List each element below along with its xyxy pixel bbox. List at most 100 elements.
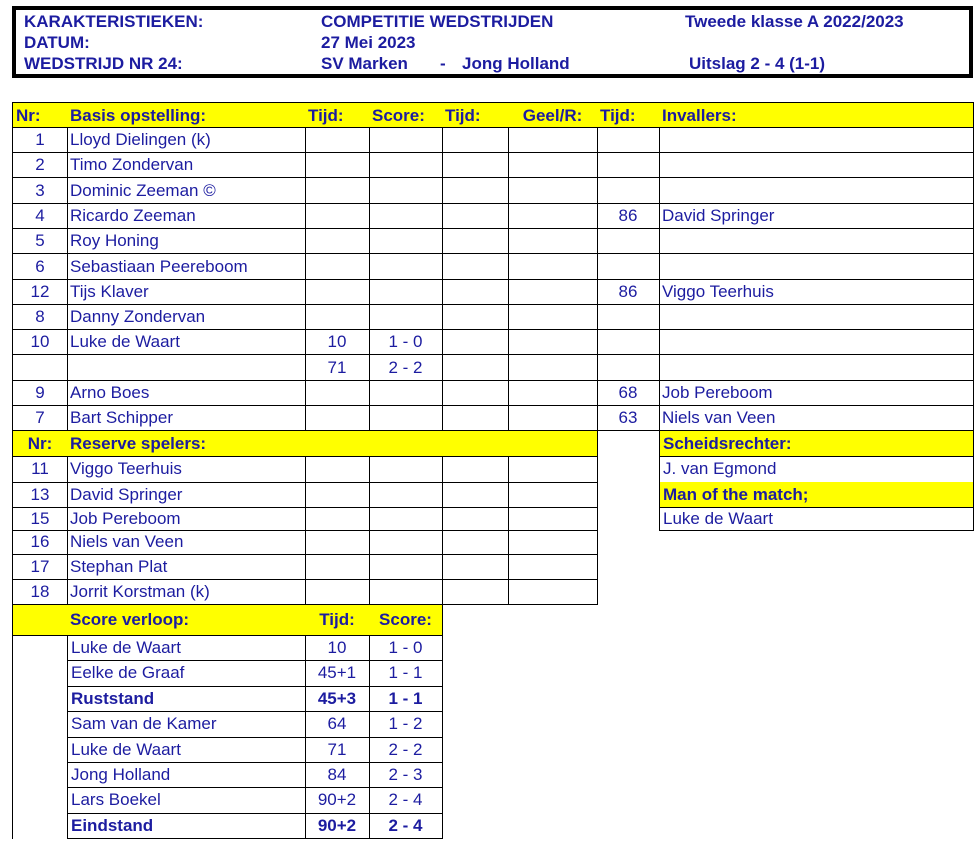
empty-cell: [12, 660, 68, 687]
player-number: 6: [12, 253, 68, 280]
time: [442, 304, 509, 331]
substitute: [659, 253, 974, 280]
empty-cell: [508, 507, 598, 531]
empty-cell: [12, 685, 68, 713]
time: [442, 202, 509, 229]
label-match-number: WEDSTRIJD NR 24:: [24, 54, 183, 73]
empty-cell: [369, 456, 443, 483]
column-header: Tijd:: [442, 102, 509, 128]
score: [369, 228, 443, 255]
reserve-name: Viggo Teerhuis: [67, 456, 306, 483]
match-date: 27 Mei 2023: [321, 33, 416, 52]
reserve-number: 15: [12, 507, 68, 531]
player-number: 8: [12, 304, 68, 331]
goal-score: 1 - 2: [369, 711, 443, 738]
empty-cell: [442, 579, 509, 605]
time: [442, 152, 509, 179]
sub-time: 86: [597, 202, 660, 229]
player-name: Tijs Klaver: [67, 278, 306, 305]
sub-time: [597, 177, 660, 204]
reserve-number: 11: [12, 456, 68, 483]
time: [442, 354, 509, 381]
player-number: 7: [12, 405, 68, 432]
score: 2 - 2: [369, 354, 443, 381]
score: [369, 253, 443, 280]
goal-scorer: Luke de Waart: [67, 635, 306, 662]
referee-name: J. van Egmond: [659, 456, 974, 483]
time: 10: [305, 329, 370, 356]
empty-cell: [305, 482, 370, 508]
goal-score: 2 - 2: [369, 736, 443, 763]
sub-time: [597, 304, 660, 331]
player-number: 9: [12, 380, 68, 406]
sub-time: [597, 354, 660, 381]
card: [508, 380, 598, 406]
goal-score: 2 - 4: [369, 812, 443, 840]
empty-cell: [305, 456, 370, 483]
sub-time: 63: [597, 405, 660, 432]
player-number: 10: [12, 329, 68, 356]
column-header: Nr:: [12, 102, 68, 128]
empty-cell: [508, 530, 598, 555]
result: Uitslag 2 - 4 (1-1): [689, 54, 826, 73]
empty-cell: [369, 579, 443, 605]
time: [442, 329, 509, 356]
empty-cell: [369, 554, 443, 580]
goal-scorer: Luke de Waart: [67, 736, 306, 763]
reserve-header: Reserve spelers:: [67, 431, 306, 457]
column-header: Invallers:: [659, 102, 974, 128]
sub-time: 68: [597, 380, 660, 406]
reserve-header: [369, 431, 443, 457]
card: [508, 304, 598, 331]
player-name: Sebastiaan Peereboom: [67, 253, 306, 280]
goal-scorer: Eelke de Graaf: [67, 660, 306, 687]
goal-scorer: Lars Boekel: [67, 787, 306, 814]
empty-cell: [369, 507, 443, 531]
column-header: Basis opstelling:: [67, 102, 306, 128]
score-header: Score:: [369, 605, 443, 636]
goal-time: 10: [305, 635, 370, 662]
goal-time: 64: [305, 711, 370, 738]
goal-scorer: Ruststand: [67, 685, 306, 713]
column-header: Geel/R:: [508, 102, 598, 128]
reserve-name: Stephan Plat: [67, 554, 306, 580]
goal-score: 2 - 3: [369, 762, 443, 789]
empty-cell: [12, 787, 68, 814]
player-name: Timo Zondervan: [67, 152, 306, 179]
empty-cell: [442, 554, 509, 580]
time: [442, 127, 509, 153]
goal-score: 1 - 1: [369, 660, 443, 687]
player-name: Bart Schipper: [67, 405, 306, 432]
empty-cell: [12, 711, 68, 738]
reserve-header: [305, 431, 370, 457]
substitute: Viggo Teerhuis: [659, 278, 974, 305]
reserve-header: [508, 431, 598, 457]
sub-time: [597, 228, 660, 255]
time: [305, 152, 370, 179]
time: [305, 278, 370, 305]
player-name: Luke de Waart: [67, 329, 306, 356]
empty-cell: [508, 456, 598, 483]
goal-score: 1 - 0: [369, 635, 443, 662]
empty-cell: [369, 530, 443, 555]
score-header: Score verloop:: [67, 605, 306, 636]
reserve-header: [442, 431, 509, 457]
player-name: Lloyd Dielingen (k): [67, 127, 306, 153]
card: [508, 228, 598, 255]
player-name: [67, 354, 306, 381]
sub-time: [597, 253, 660, 280]
card: [508, 354, 598, 381]
substitute: [659, 177, 974, 204]
score-header: [12, 605, 68, 636]
time: [442, 380, 509, 406]
goal-time: 90+2: [305, 787, 370, 814]
goal-time: 71: [305, 736, 370, 763]
empty-cell: [442, 530, 509, 555]
substitute: [659, 304, 974, 331]
empty-cell: [12, 812, 68, 840]
time: [305, 405, 370, 432]
score: [369, 177, 443, 204]
time: 71: [305, 354, 370, 381]
score: [369, 304, 443, 331]
time: [442, 228, 509, 255]
